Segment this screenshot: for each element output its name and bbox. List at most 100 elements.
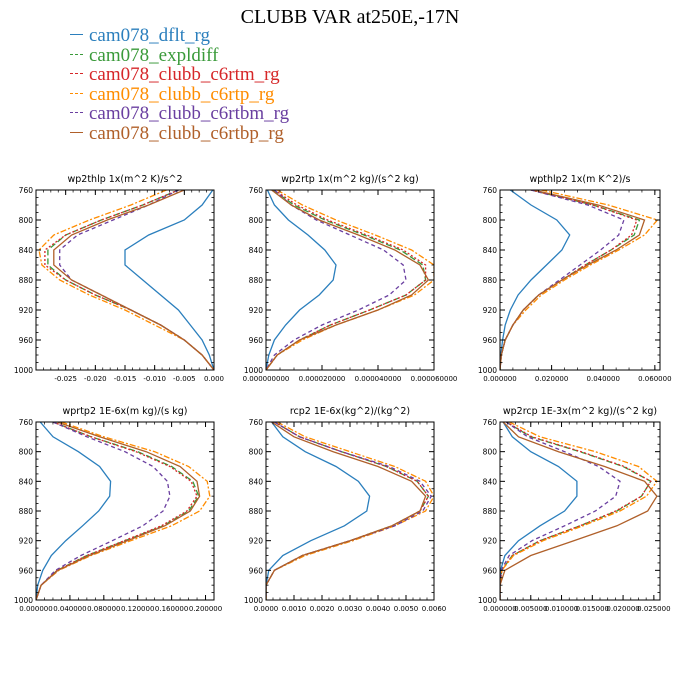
series-line <box>36 422 201 600</box>
x-tick-label: 0.005000 <box>514 605 547 613</box>
x-tick-label: 0.040000 <box>587 375 620 383</box>
chart-panel: wp2rcp 1E-3x(m^2 kg)/(s^2 kg) 760 800 840 88… <box>478 406 671 613</box>
panel-title: wprtp2 1E-6x(m kg)/(s kg) <box>63 406 188 417</box>
series-group <box>266 422 434 600</box>
y-tick-label: 800 <box>249 216 264 225</box>
x-tick-label: -0.025 <box>54 375 77 383</box>
legend-swatch <box>70 34 83 36</box>
series-line <box>500 422 658 600</box>
y-tick-label: 880 <box>19 276 34 285</box>
series-line <box>266 190 430 370</box>
y-tick-label: 880 <box>249 276 264 285</box>
x-tick-label: 0.0020 <box>310 605 335 613</box>
x-tick-label: 0.010000 <box>545 605 578 613</box>
x-tick-label: 0.0040 <box>366 605 391 613</box>
series-line <box>500 422 652 600</box>
series-line <box>500 190 641 370</box>
series-group <box>38 190 214 370</box>
x-tick-label: 0.000 <box>204 375 224 383</box>
series-line <box>266 422 434 600</box>
series-line <box>500 190 571 370</box>
series-line <box>266 190 434 370</box>
legend-swatch <box>70 53 83 55</box>
series-line <box>266 422 432 600</box>
series-line <box>36 422 198 600</box>
y-tick-label: 880 <box>483 276 498 285</box>
x-tick-label: 0.000020000 <box>299 375 346 383</box>
chart-panel: wprtp2 1E-6x(m kg)/(s kg) 760 800 840 880 920… <box>14 406 222 613</box>
y-tick-label: 800 <box>19 448 34 457</box>
legend-label: cam078_dflt_rg <box>89 25 211 46</box>
y-tick-label: 1000 <box>244 366 263 375</box>
series-line <box>266 190 427 370</box>
x-tick-label: 0.000040000 <box>355 375 402 383</box>
y-tick-label: 760 <box>19 186 34 195</box>
x-tick-label: 0.000000 <box>483 605 516 613</box>
series-line <box>266 422 430 600</box>
chart-panel: wp2thlp 1x(m^2 K)/s^2 760 800 840 880 920 960 1… <box>14 174 224 383</box>
y-tick-label: 760 <box>19 418 34 427</box>
x-tick-label: 0.015000 <box>576 605 609 613</box>
y-tick-label: 840 <box>19 477 34 486</box>
legend-label: cam078_clubb_c6rtbp_rg <box>89 122 284 144</box>
chart-panel: wpthlp2 1x(m K^2)/s 760 800 840 880 920 960 100… <box>478 174 672 383</box>
x-tick-label: 0.0010 <box>282 605 307 613</box>
series-line <box>266 190 407 370</box>
y-tick-label: 760 <box>483 418 498 427</box>
series-line <box>36 422 112 600</box>
x-tick-label: 0.000000 <box>483 375 516 383</box>
series-group <box>500 190 659 370</box>
legend-item: cam078_dflt_rg <box>70 26 289 46</box>
legend: cam078_dflt_rg cam078_expldiff cam078_club… <box>70 26 289 143</box>
x-tick-label: 0.020000 <box>606 605 639 613</box>
y-tick-label: 1000 <box>244 596 263 605</box>
y-tick-label: 760 <box>249 186 264 195</box>
x-tick-label: 0.080000 <box>87 605 120 613</box>
y-tick-label: 800 <box>19 216 34 225</box>
y-tick-label: 800 <box>483 216 498 225</box>
legend-label: cam078_clubb_c6rtbm_rg <box>89 103 290 124</box>
page-title: CLUBB VAR at250E,-17N <box>240 6 460 28</box>
x-tick-label: 0.160000 <box>155 605 188 613</box>
y-tick-label: 840 <box>249 246 264 255</box>
y-tick-label: 760 <box>249 418 264 427</box>
y-tick-label: 920 <box>19 306 34 315</box>
panel-title: rcp2 1E-6x(kg^2)/(kg^2) <box>290 406 410 417</box>
plot-frame <box>265 189 435 371</box>
x-tick-label: -0.015 <box>114 375 137 383</box>
panel-title: wp2rtp 1x(m^2 kg)/(s^2 kg) <box>281 174 419 185</box>
y-tick-label: 920 <box>483 306 498 315</box>
y-tick-label: 920 <box>249 306 264 315</box>
y-tick-label: 840 <box>249 477 264 486</box>
y-tick-label: 920 <box>483 537 498 546</box>
x-tick-label: -0.005 <box>173 375 196 383</box>
series-line <box>500 422 658 600</box>
y-tick-label: 800 <box>249 448 264 457</box>
x-tick-label: 0.120000 <box>121 605 154 613</box>
y-tick-label: 960 <box>19 566 34 575</box>
series-line <box>36 422 211 600</box>
series-line <box>266 190 427 370</box>
series-group <box>36 422 211 600</box>
x-tick-label: -0.020 <box>84 375 107 383</box>
x-tick-label: 0.060000 <box>638 375 671 383</box>
series-line <box>500 190 646 370</box>
series-line <box>266 422 427 600</box>
chart-panel: rcp2 1E-6x(kg^2)/(kg^2) 760 800 840 880 920 96… <box>244 406 446 613</box>
y-tick-label: 800 <box>483 448 498 457</box>
x-tick-label: 0.020000 <box>535 375 568 383</box>
series-line <box>59 190 214 370</box>
series-line <box>36 422 200 600</box>
y-tick-label: 1000 <box>14 366 33 375</box>
y-tick-label: 960 <box>249 336 264 345</box>
y-tick-label: 960 <box>19 336 34 345</box>
series-line <box>124 190 214 370</box>
y-tick-label: 920 <box>249 537 264 546</box>
legend-item: cam078_clubb_c6rtm_rg <box>70 65 289 85</box>
chart-panel: wp2rtp 1x(m^2 kg)/(s^2 kg) 760 800 840 880 92… <box>243 174 458 383</box>
y-tick-label: 960 <box>483 566 498 575</box>
panel-title: wp2thlp 1x(m^2 K)/s^2 <box>67 174 182 185</box>
series-line <box>266 422 371 600</box>
legend-label: cam078_clubb_c6rtm_rg <box>89 64 280 85</box>
